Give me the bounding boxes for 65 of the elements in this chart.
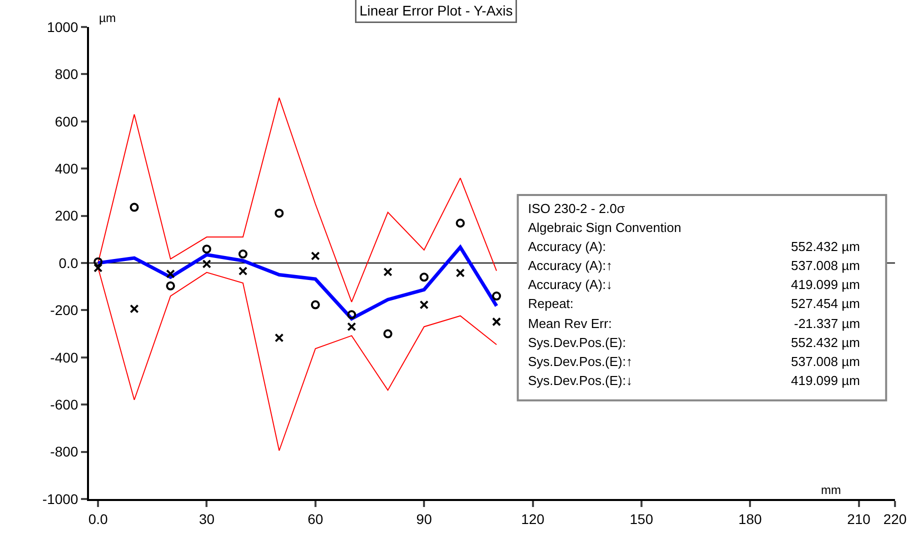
point (202, 244, 212, 254)
point (274, 333, 284, 342)
point (94, 257, 103, 266)
point (347, 322, 356, 332)
point (456, 268, 465, 278)
point (383, 267, 392, 276)
point (274, 208, 284, 218)
annotation: -21.337 µm (794, 316, 860, 331)
y-tick-label: -1000 (42, 490, 78, 507)
y-tick-label: 600 (54, 113, 78, 130)
annotation: 419.099 µm (791, 277, 860, 292)
x-tick-label: 210 (847, 510, 871, 527)
point (456, 218, 465, 228)
x-tick-label: 30 (198, 510, 215, 527)
point (130, 202, 139, 212)
annotation: Sys.Dev.Pos.(E):↓ (528, 373, 633, 388)
annotation: 552.432 µm (791, 239, 860, 254)
point (420, 300, 429, 310)
y-tick-label: 200 (54, 208, 78, 224)
annotation: 527.454 µm (791, 296, 860, 311)
point (202, 259, 212, 268)
annotation: 537.008 µm (791, 354, 860, 369)
x-tick-label: 60 (308, 510, 324, 527)
annotation: Accuracy (A):↓ (528, 277, 613, 292)
line-series (98, 267, 498, 452)
y-tick-label: 0.0 (58, 254, 78, 271)
annotation: 537.008 µm (791, 258, 860, 273)
point (238, 266, 248, 276)
point (420, 272, 429, 282)
y-tick-label: -600 (50, 396, 78, 412)
x-tick-label: 150 (630, 510, 654, 527)
point (130, 304, 139, 314)
point (492, 317, 502, 326)
x-tick-label: 90 (416, 510, 432, 527)
y-axis-title: µm (99, 11, 116, 25)
y-tick-label: -800 (50, 444, 78, 460)
y-tick-label: 1000 (47, 18, 78, 35)
annotation: 419.099 µm (791, 373, 860, 388)
annotation: Accuracy (A):↑ (528, 258, 613, 273)
x-tick-label: 120 (521, 510, 545, 527)
annotation: Sys.Dev.Pos.(E): (528, 335, 626, 350)
x-tick-label: 180 (738, 510, 762, 527)
x-axis-title: mm (821, 483, 841, 497)
chart-title: Linear Error Plot - Y-Axis (360, 2, 513, 18)
point (238, 250, 248, 259)
annotation: ISO 230-2 - 2.0σ (528, 201, 625, 216)
point (347, 310, 356, 320)
annotation: Algebraic Sign Convention (528, 220, 682, 235)
point (310, 251, 320, 260)
annotation: Repeat: (528, 296, 574, 311)
x-tick-label: 220 (883, 510, 907, 527)
point (166, 269, 176, 278)
point (310, 300, 320, 310)
x-tick-label: 0.0 (88, 510, 108, 527)
annotation: Mean Rev Err: (528, 316, 612, 331)
y-tick-label: 800 (54, 66, 78, 82)
annotation: 552.432 µm (791, 335, 860, 350)
annotation: Sys.Dev.Pos.(E):↑ (528, 354, 633, 369)
point (383, 329, 392, 338)
y-tick-label: -200 (50, 302, 78, 318)
point (492, 292, 502, 301)
y-tick-label: -400 (50, 349, 78, 366)
point (166, 281, 176, 290)
annotation: Accuracy (A): (528, 239, 606, 254)
y-tick-label: 400 (54, 160, 78, 176)
